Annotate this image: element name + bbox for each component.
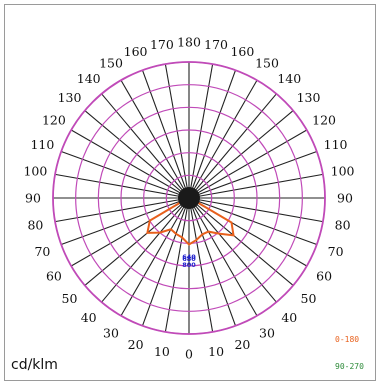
chart-frame: 180 170 170 160 160 150 150 140 140 130 130 120 120 1…	[4, 4, 376, 381]
legend-entry: 90-270	[335, 362, 364, 371]
intensity-curves	[146, 197, 235, 246]
legend-entry: 0-180	[335, 335, 359, 344]
angle-label: 110	[324, 137, 348, 152]
angle-label: 90	[337, 191, 353, 206]
angle-label: 70	[328, 244, 344, 259]
angle-label: 30	[103, 326, 119, 341]
angle-label: 40	[81, 310, 97, 325]
center-dot	[178, 187, 200, 209]
angle-label: 120	[42, 113, 66, 128]
angle-label: 120	[312, 113, 336, 128]
angle-label: 90	[25, 191, 41, 206]
angle-label: 60	[316, 269, 332, 284]
angle-label: 70	[34, 244, 50, 259]
angle-label: 150	[99, 55, 123, 70]
angle-label: 20	[128, 337, 144, 352]
grid-outer-ring	[52, 61, 326, 335]
angle-label: 50	[62, 291, 78, 306]
angle-label: 10	[154, 344, 170, 359]
angle-label: 110	[30, 137, 54, 152]
angle-label: 40	[281, 310, 297, 325]
series-line	[146, 197, 235, 246]
unit-label: cd/klm	[11, 357, 58, 373]
angle-label: 160	[124, 44, 148, 59]
angle-label: 130	[58, 90, 82, 105]
radial-tick-label: 640	[182, 253, 196, 261]
angle-label: 10	[208, 344, 224, 359]
angle-label: 50	[301, 291, 317, 306]
angle-label: 80	[27, 218, 43, 233]
angle-label: 170	[150, 37, 174, 52]
angle-label: 20	[234, 337, 250, 352]
angle-label: 100	[331, 163, 355, 178]
radial-tick-label: 800	[182, 261, 196, 269]
angle-label: 80	[335, 218, 351, 233]
angle-label: 130	[297, 90, 321, 105]
angle-label: 150	[255, 55, 279, 70]
angle-label: 140	[77, 71, 101, 86]
radial-tick-label: 680	[182, 255, 196, 263]
grid-ring	[97, 106, 281, 290]
grid-ring	[165, 174, 213, 222]
angle-label: 100	[23, 163, 47, 178]
angle-label: 60	[46, 269, 62, 284]
angle-label: 180	[177, 35, 201, 50]
angle-label: 140	[277, 71, 301, 86]
angle-label: 30	[259, 326, 275, 341]
angle-label: 160	[230, 44, 254, 59]
grid-ring	[75, 84, 303, 312]
center-hub	[178, 187, 200, 209]
legend: 0-180 90-270	[335, 335, 364, 371]
polar-grid	[52, 61, 326, 335]
grid-ring	[120, 129, 258, 267]
angle-label: 170	[204, 37, 228, 52]
angle-label: 0	[185, 347, 193, 362]
